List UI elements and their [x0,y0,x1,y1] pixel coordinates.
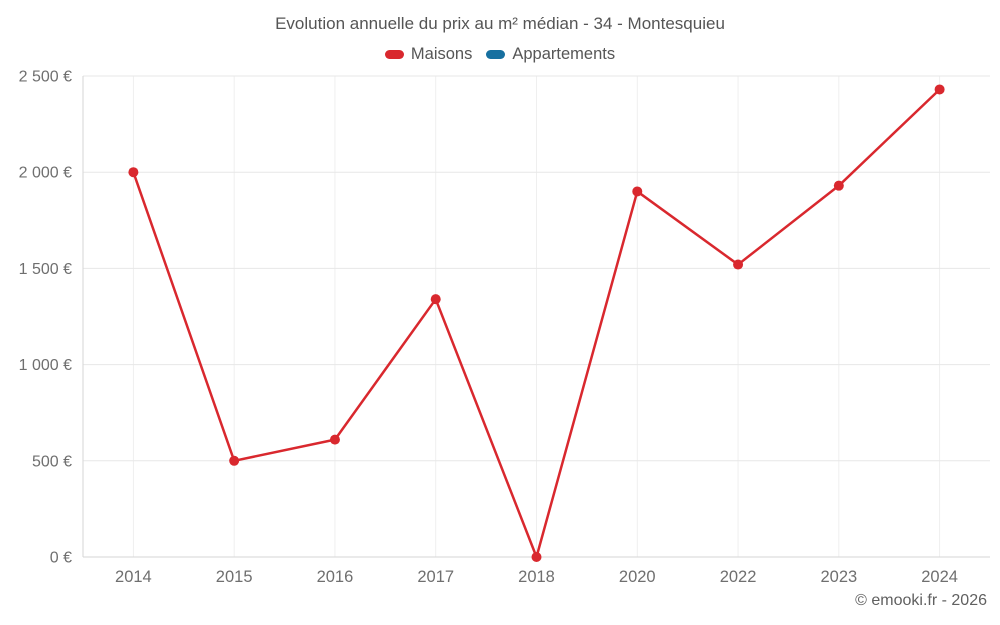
legend-item-maisons[interactable]: Maisons [384,45,473,64]
data-point[interactable] [833,180,844,191]
copyright-footer: © emooki.fr - 2026 [855,592,987,609]
y-tick-label: 1 000 € [19,357,72,374]
chart-legend: Maisons Appartements [0,45,1000,64]
data-point[interactable] [430,294,441,305]
legend-swatch-maisons-icon [384,50,404,59]
x-tick-label: 2022 [720,568,757,586]
x-tick-label: 2014 [115,568,152,586]
data-point[interactable] [329,434,340,445]
x-tick-label: 2015 [216,568,253,586]
data-point[interactable] [229,455,240,466]
x-tick-label: 2018 [518,568,555,586]
y-tick-label: 1 500 € [19,261,72,278]
data-point[interactable] [733,259,744,270]
legend-label-maisons: Maisons [410,45,473,63]
x-tick-label: 2020 [619,568,656,586]
data-point[interactable] [632,186,643,197]
data-point[interactable] [934,84,945,95]
chart-title: Evolution annuelle du prix au m² médian … [275,14,725,33]
legend-label-appartements: Appartements [512,45,616,63]
x-tick-label: 2017 [417,568,454,586]
legend-swatch-appartements-icon [486,50,506,59]
x-tick-label: 2023 [820,568,857,586]
legend-item-appartements[interactable]: Appartements [486,45,615,64]
y-tick-label: 500 € [32,453,72,470]
x-tick-label: 2016 [317,568,354,586]
y-tick-label: 0 € [50,550,72,567]
y-tick-label: 2 500 € [19,69,72,86]
x-tick-label: 2024 [921,568,958,586]
y-tick-label: 2 000 € [19,165,72,182]
data-point[interactable] [531,552,542,562]
data-point[interactable] [128,167,139,178]
